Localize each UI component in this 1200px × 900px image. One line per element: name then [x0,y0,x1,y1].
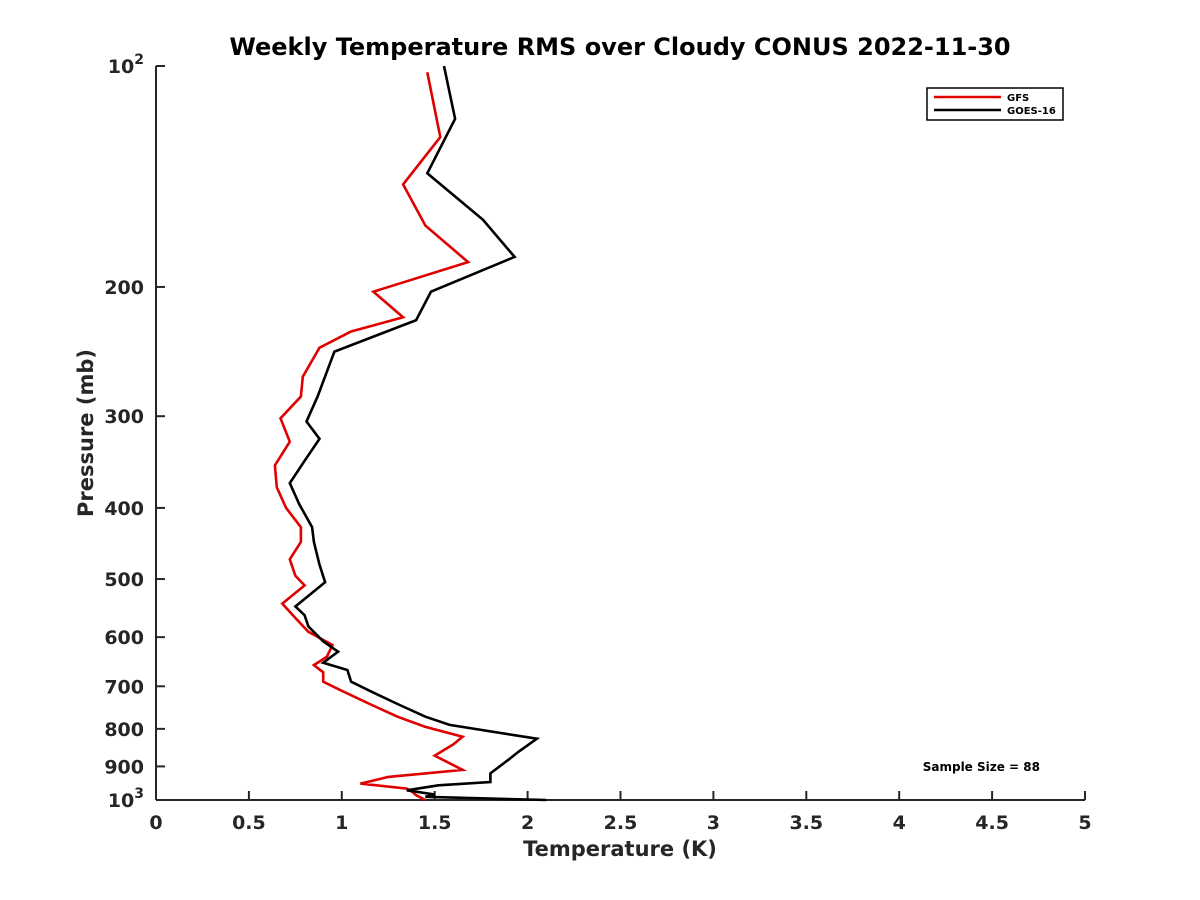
y-tick-label: 800 [104,719,144,741]
y-tick-label: 103 [108,786,144,812]
legend-label-gfs: GFS [1007,93,1029,104]
x-tick-label: 0 [149,812,162,834]
legend: GFS GOES-16 [926,87,1064,121]
y-tick-label: 300 [104,406,144,428]
legend-box [926,87,1064,121]
y-tick-label: 400 [104,498,144,520]
x-tick-label: 5 [1078,812,1091,834]
y-axis-label: Pressure (mb) [74,349,98,517]
y-tick-label: 600 [104,627,144,649]
x-tick-label: 0.5 [232,812,266,834]
x-axis-label: Temperature (K) [523,837,717,861]
y-tick-label: 200 [104,277,144,299]
y-tick-label: 500 [104,569,144,591]
x-ticks: 0 0.5 1 1.5 2 2.5 3 3.5 4 4.5 5 [149,791,1092,834]
x-tick-label: 4 [893,812,906,834]
x-tick-label: 1 [335,812,348,834]
x-tick-label: 3 [707,812,720,834]
sample-size-annotation: Sample Size = 88 [923,760,1040,774]
y-tick-label: 102 [108,52,144,78]
series-line-goes16 [288,65,547,802]
y-tick-label: 900 [104,756,144,778]
x-tick-label: 3.5 [789,812,823,834]
series-line-gfs [273,72,471,802]
chart-title: Weekly Temperature RMS over Cloudy CONUS… [229,33,1010,61]
y-tick-label: 700 [104,676,144,698]
x-tick-label: 2 [521,812,534,834]
x-tick-label: 4.5 [975,812,1009,834]
x-tick-label: 2.5 [604,812,638,834]
x-tick-label: 1.5 [418,812,452,834]
legend-label-goes16: GOES-16 [1007,106,1056,117]
y-ticks: 102 200 300 400 500 600 700 800 900 103 [104,52,165,812]
series-layer [273,65,547,802]
